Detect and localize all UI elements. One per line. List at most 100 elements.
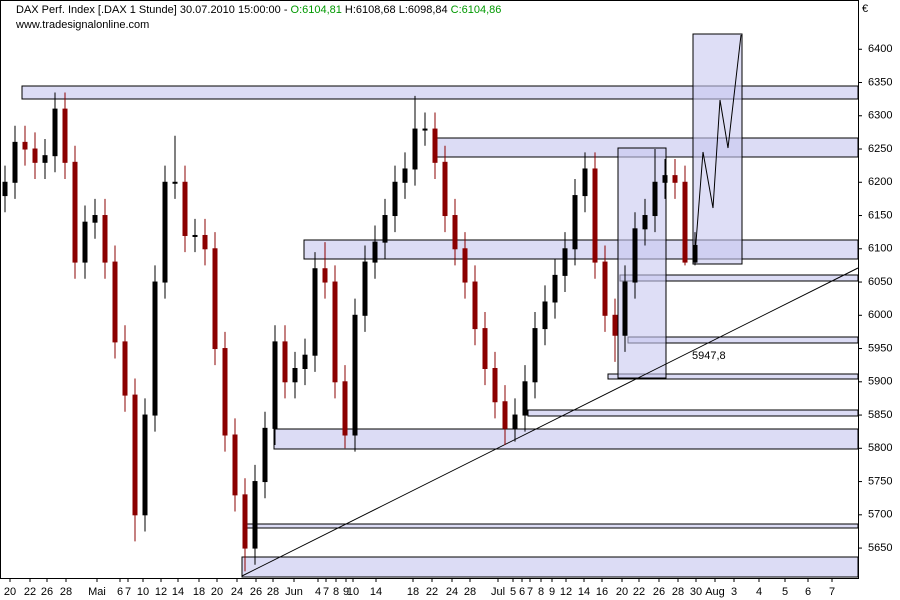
- candle-body: [232, 434, 238, 496]
- candle-body: [302, 354, 308, 369]
- candle-body: [692, 244, 698, 263]
- x-tick-label: 28: [60, 586, 72, 598]
- candle-body: [272, 341, 278, 429]
- candle-body: [392, 181, 398, 217]
- x-tick-label: 20: [616, 586, 628, 598]
- candle-body: [82, 221, 88, 263]
- y-tick-label: 6200: [868, 176, 892, 188]
- x-tick-label: 28: [672, 586, 684, 598]
- x-tick-label: 26: [653, 586, 665, 598]
- candle-body: [262, 427, 268, 483]
- x-tick-label: 7: [125, 586, 131, 598]
- candle-body: [152, 281, 158, 416]
- x-tick-label: 28: [267, 586, 279, 598]
- candle-body: [412, 128, 418, 170]
- y-tick-label: 6150: [868, 209, 892, 221]
- header-open: O:6104,81: [291, 4, 342, 16]
- candles: [2, 92, 698, 572]
- x-tick-label: Jun: [285, 586, 303, 598]
- candle-body: [332, 281, 338, 383]
- forecast-arrow: [694, 34, 742, 256]
- x-tick-label: 14: [578, 586, 590, 598]
- candle-body: [492, 367, 498, 403]
- candle-body: [532, 328, 538, 383]
- zone: [303, 239, 859, 260]
- candle-body: [112, 261, 118, 343]
- header: DAX Perf. Index [.DAX 1 Stunde] 30.07.20…: [16, 4, 501, 16]
- x-tick-label: 7: [323, 586, 329, 598]
- candle-body: [62, 108, 68, 163]
- candle-body: [442, 161, 448, 217]
- candle-body: [222, 348, 228, 436]
- candle-body: [282, 341, 288, 383]
- y-tick-label: 6300: [868, 110, 892, 122]
- candle-body: [362, 261, 368, 316]
- candle-body: [142, 414, 148, 516]
- candle-body: [72, 161, 78, 263]
- trend-line: [241, 267, 859, 577]
- x-tick-label: Mai: [88, 586, 106, 598]
- x-tick-label: 10: [137, 586, 149, 598]
- candle-body: [32, 148, 38, 163]
- candle-body: [462, 248, 468, 283]
- candle-body: [502, 401, 508, 429]
- x-tick-label: 20: [4, 586, 16, 598]
- x-tick-label: 22: [426, 586, 438, 598]
- candle-body: [562, 248, 568, 276]
- x-tick-label: 16: [596, 586, 608, 598]
- currency: €: [862, 3, 868, 15]
- y-tick-label: 5750: [868, 475, 892, 487]
- candle-body: [642, 215, 648, 230]
- x-tick-label: 22: [633, 586, 645, 598]
- candle-body: [632, 228, 638, 283]
- y-tick-label: 6000: [868, 309, 892, 321]
- zone: [241, 556, 859, 578]
- candle-body: [382, 215, 388, 243]
- x-tick-label: 24: [231, 586, 243, 598]
- candle-body: [172, 181, 178, 184]
- x-tick-label: 4: [756, 586, 762, 598]
- candle-body: [472, 281, 478, 330]
- x-tick-label: 6: [117, 586, 123, 598]
- x-tick-label: 5: [782, 586, 788, 598]
- header-hl: H:6108,68 L:6098,84: [345, 4, 448, 16]
- source: www.tradesignalonline.com: [15, 19, 149, 31]
- x-tick-label: 7: [829, 586, 835, 598]
- candle-body: [102, 215, 108, 263]
- y-tick-label: 5950: [868, 342, 892, 354]
- candle-body: [512, 414, 518, 429]
- candle-body: [682, 181, 688, 263]
- x-tick-label: 8: [333, 586, 339, 598]
- candle-body: [22, 141, 28, 150]
- candle-body: [132, 394, 138, 516]
- annotation: 5947,8: [692, 350, 726, 362]
- candle-body: [322, 268, 328, 283]
- x-tick-label: Aug: [705, 586, 725, 598]
- candle-body: [542, 301, 548, 330]
- candle-body: [602, 261, 608, 316]
- candle-body: [572, 195, 578, 250]
- y-tick-label: 6100: [868, 243, 892, 255]
- candle-body: [452, 215, 458, 250]
- zone: [21, 85, 859, 100]
- x-tick-label: 6: [805, 586, 811, 598]
- candle-body: [672, 175, 678, 183]
- x-tick-label: 3: [731, 586, 737, 598]
- x-tick-label: 12: [560, 586, 572, 598]
- x-tick-label: 5: [510, 586, 516, 598]
- candle-body: [622, 281, 628, 336]
- zone: [527, 409, 859, 417]
- candle-body: [422, 128, 428, 131]
- candle-body: [582, 168, 588, 197]
- y-tick-label: 6050: [868, 276, 892, 288]
- x-tick-label: 10: [347, 586, 359, 598]
- x-tick-label: Jul: [491, 586, 505, 598]
- box: [617, 147, 667, 379]
- y-tick-label: 6250: [868, 143, 892, 155]
- candle-body: [592, 168, 598, 263]
- x-tick-label: 18: [193, 586, 205, 598]
- candle-body: [242, 494, 248, 549]
- candle-body: [662, 175, 668, 183]
- x-tick-label: 30: [690, 586, 702, 598]
